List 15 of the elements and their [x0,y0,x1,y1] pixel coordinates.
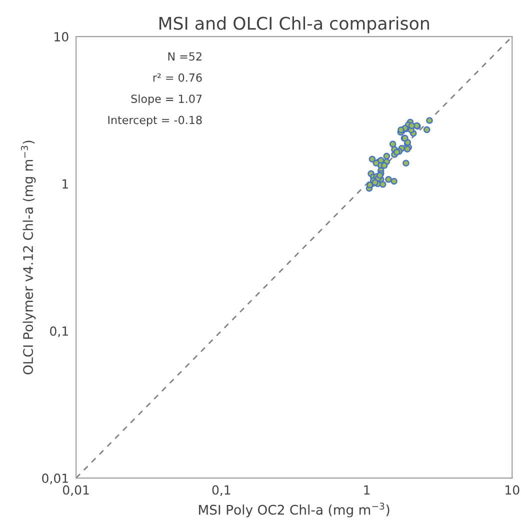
annotation: Slope = 1.07 [131,94,202,106]
annotation: N =52 [168,52,202,61]
y-tick-label: 0,01 [42,474,68,484]
annotation: r² = 0.76 [153,73,202,82]
x-tick-label: 0,1 [212,485,230,496]
x-tick-label: 0,01 [62,485,89,496]
chart-title: MSI and OLCI Chl-a comparison [159,16,429,34]
y-tick-label: 10 [54,32,68,42]
y-tick-label: 1 [62,179,68,188]
x-tick-label: 1 [364,485,370,495]
x-tick-label: 10 [506,485,520,495]
y-tick-label: 0,1 [50,326,68,338]
annotation: Intercept = -0.18 [108,116,202,126]
x-axis-title: MSI Poly OC2 Chl-a (mg m$^{−3}$) [199,502,390,518]
y-axis-title: OLCI Polymer v4.12 Chl-a (mg m$^{−3}$) [20,140,36,374]
